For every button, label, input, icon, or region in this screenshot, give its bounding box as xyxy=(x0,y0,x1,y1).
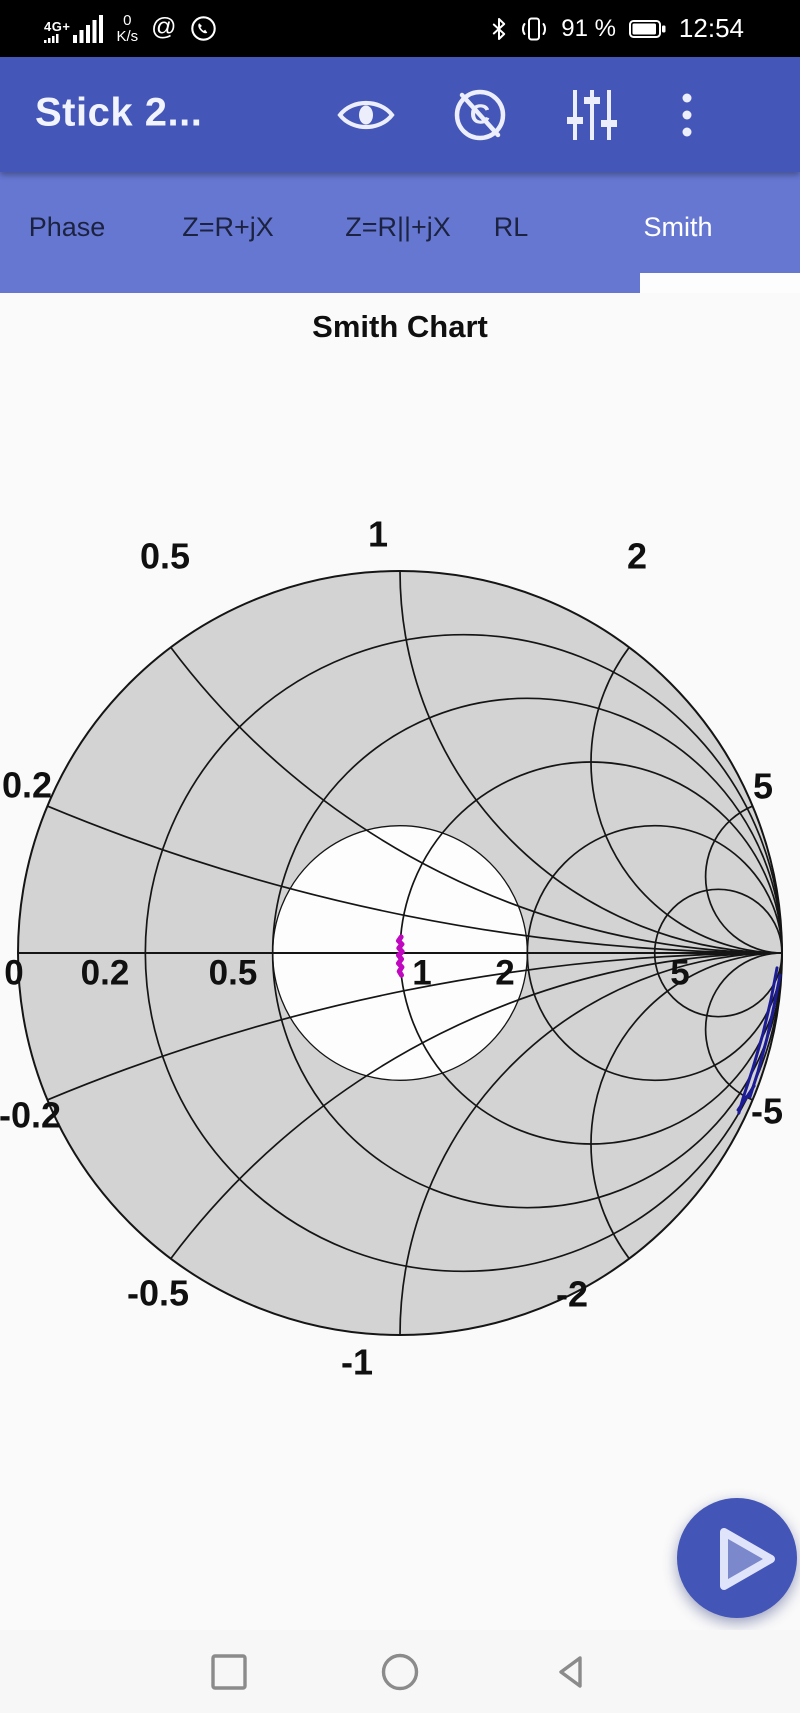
overflow-menu-icon xyxy=(682,93,692,136)
status-bar: 4G+ 0 K/s @ xyxy=(0,0,800,57)
eye-visibility-button[interactable] xyxy=(330,88,402,142)
network-type-label: 4G+ xyxy=(44,18,71,34)
app-bar: Stick 2... C xyxy=(0,57,800,172)
battery-percent-label: 91 % xyxy=(561,14,616,42)
tab-indicator xyxy=(640,273,800,293)
home-circle-icon xyxy=(381,1653,419,1690)
recents-button[interactable] xyxy=(207,1650,251,1694)
start-sweep-fab[interactable] xyxy=(677,1498,797,1618)
play-icon xyxy=(720,1528,775,1590)
signal-strength-icon: 4G+ xyxy=(44,14,104,43)
calibration-off-icon: C xyxy=(454,89,506,140)
tab-rl[interactable]: RL xyxy=(486,208,537,247)
overflow-menu-button[interactable] xyxy=(676,87,698,143)
network-speed-value: 0 xyxy=(123,11,132,29)
sliders-icon xyxy=(567,89,617,140)
eye-icon xyxy=(337,100,395,129)
signal-bars-icon xyxy=(73,14,104,43)
bluetooth-icon xyxy=(493,17,506,40)
chart-title: Smith Chart xyxy=(312,309,488,344)
vibrate-icon xyxy=(522,17,547,40)
recents-square-icon xyxy=(211,1653,247,1690)
home-button[interactable] xyxy=(378,1650,422,1694)
signal-bars-sim2-icon xyxy=(44,33,59,43)
network-speed-unit: K/s xyxy=(116,27,139,45)
tab-smith[interactable]: Smith xyxy=(635,208,720,247)
status-bar-left: 4G+ 0 K/s @ xyxy=(44,11,217,45)
status-bar-right: 91 % 12:54 xyxy=(491,13,744,44)
tab-phase[interactable]: Phase xyxy=(21,208,114,247)
app-title: Stick 2... xyxy=(35,90,203,135)
tab-z-parallel[interactable]: Z=R||+jX xyxy=(337,208,459,247)
email-notification-icon: @ xyxy=(151,13,177,41)
back-triangle-icon xyxy=(559,1655,582,1688)
settings-sliders-button[interactable] xyxy=(558,81,626,149)
whatsapp-notification-icon xyxy=(190,16,216,41)
network-speed: 0 K/s xyxy=(116,11,139,45)
battery-icon xyxy=(628,19,666,38)
tab-bar: Phase Z=R+jX Z=R||+jX RL Smith xyxy=(0,172,800,293)
back-button[interactable] xyxy=(549,1650,593,1694)
calibration-off-button[interactable]: C xyxy=(445,80,515,150)
android-nav-bar xyxy=(0,1630,800,1713)
content-area: Smith Chart xyxy=(0,293,800,1630)
clock-label: 12:54 xyxy=(678,13,744,43)
tab-z-series[interactable]: Z=R+jX xyxy=(174,208,282,247)
